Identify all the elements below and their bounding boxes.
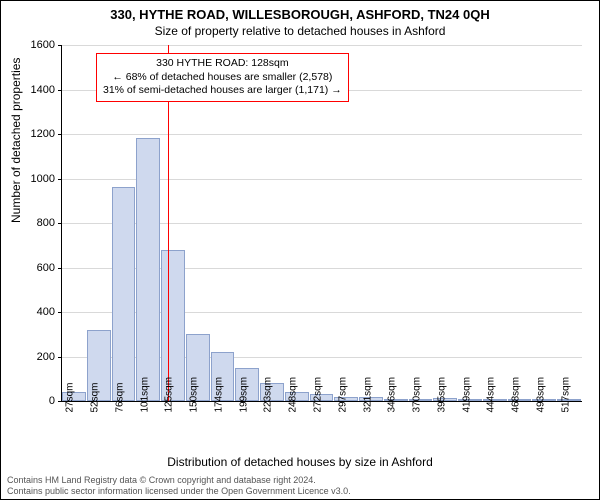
y-tick-label: 1400 <box>15 84 55 96</box>
y-tick-mark <box>58 179 62 180</box>
footer-line-2: Contains public sector information licen… <box>7 486 351 497</box>
y-tick-label: 400 <box>15 306 55 318</box>
annotation-box: 330 HYTHE ROAD: 128sqm ← 68% of detached… <box>96 53 349 102</box>
y-tick-label: 1600 <box>15 39 55 51</box>
x-axis-label: Distribution of detached houses by size … <box>1 455 599 469</box>
histogram-bar <box>136 138 160 401</box>
chart-title-sub: Size of property relative to detached ho… <box>1 24 599 38</box>
y-tick-mark <box>58 134 62 135</box>
y-tick-label: 800 <box>15 217 55 229</box>
y-tick-mark <box>58 312 62 313</box>
y-tick-label: 1000 <box>15 173 55 185</box>
histogram-bar <box>112 187 136 401</box>
y-tick-label: 1200 <box>15 128 55 140</box>
annotation-line-3: 31% of semi-detached houses are larger (… <box>103 84 342 98</box>
y-tick-mark <box>58 45 62 46</box>
footer-attribution: Contains HM Land Registry data © Crown c… <box>7 475 351 497</box>
y-tick-label: 600 <box>15 262 55 274</box>
annotation-line-2: ← 68% of detached houses are smaller (2,… <box>103 71 342 85</box>
y-tick-mark <box>58 401 62 402</box>
y-axis-label: Number of detached properties <box>9 58 23 223</box>
gridline <box>62 134 582 135</box>
y-tick-mark <box>58 268 62 269</box>
chart-title-main: 330, HYTHE ROAD, WILLESBOROUGH, ASHFORD,… <box>1 7 599 22</box>
footer-line-1: Contains HM Land Registry data © Crown c… <box>7 475 351 486</box>
y-tick-mark <box>58 357 62 358</box>
y-tick-mark <box>58 90 62 91</box>
y-tick-label: 200 <box>15 351 55 363</box>
y-tick-label: 0 <box>15 395 55 407</box>
gridline <box>62 45 582 46</box>
y-tick-mark <box>58 223 62 224</box>
annotation-line-1: 330 HYTHE ROAD: 128sqm <box>103 57 342 71</box>
